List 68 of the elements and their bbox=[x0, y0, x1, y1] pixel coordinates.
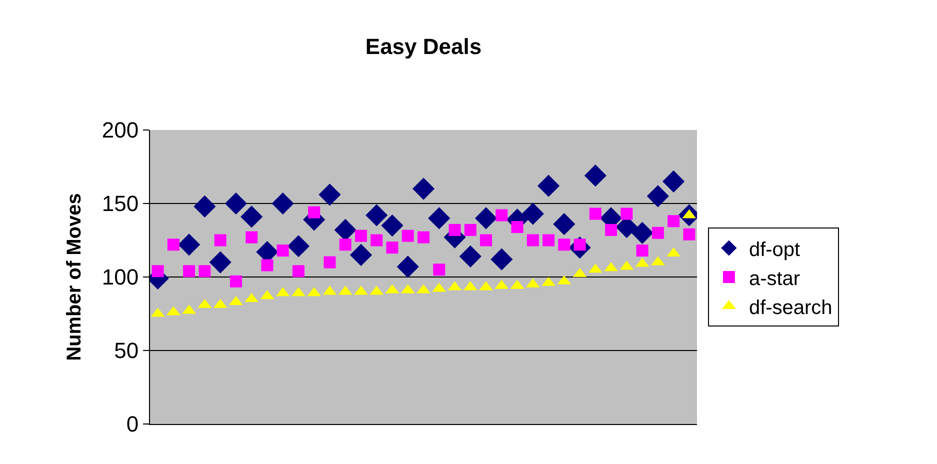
point bbox=[167, 238, 180, 251]
y-tick-label: 50 bbox=[114, 338, 139, 364]
point bbox=[683, 228, 696, 240]
point bbox=[396, 256, 419, 278]
point bbox=[526, 234, 539, 246]
point bbox=[272, 192, 294, 215]
point bbox=[553, 213, 576, 236]
point bbox=[214, 234, 226, 246]
point bbox=[287, 235, 310, 258]
point bbox=[480, 234, 492, 246]
point bbox=[459, 245, 482, 268]
point bbox=[261, 259, 274, 272]
point bbox=[318, 184, 341, 206]
point bbox=[662, 170, 685, 192]
y-tick-label: 200 bbox=[102, 118, 139, 143]
point bbox=[496, 209, 508, 222]
point bbox=[448, 224, 461, 236]
point bbox=[537, 174, 560, 197]
y-tick-label: 150 bbox=[102, 191, 139, 216]
point bbox=[308, 206, 320, 218]
y-axis-title: Number of Moves bbox=[63, 193, 86, 361]
point bbox=[542, 234, 555, 246]
point bbox=[152, 265, 164, 278]
y-tick-label: 0 bbox=[126, 412, 139, 437]
point bbox=[402, 230, 414, 242]
point bbox=[636, 244, 648, 257]
point bbox=[370, 234, 383, 246]
point bbox=[178, 234, 200, 256]
point bbox=[428, 207, 450, 230]
point bbox=[631, 222, 654, 244]
point bbox=[324, 256, 336, 268]
point bbox=[366, 204, 388, 226]
point bbox=[668, 215, 680, 228]
chart-title: Easy Deals bbox=[365, 34, 482, 60]
point bbox=[183, 265, 196, 278]
point bbox=[240, 206, 263, 228]
point bbox=[224, 192, 248, 215]
legend-label: a-star bbox=[748, 268, 800, 290]
point bbox=[339, 238, 352, 251]
point bbox=[209, 251, 232, 274]
point bbox=[490, 248, 513, 270]
point bbox=[350, 244, 372, 266]
point bbox=[646, 185, 669, 208]
point bbox=[292, 265, 304, 278]
point bbox=[354, 230, 367, 242]
y-tick-label: 100 bbox=[102, 264, 139, 290]
point bbox=[522, 202, 544, 225]
point bbox=[276, 244, 289, 257]
point bbox=[198, 265, 211, 278]
point bbox=[558, 238, 570, 251]
point bbox=[464, 224, 476, 236]
point bbox=[194, 195, 216, 218]
point bbox=[381, 214, 404, 237]
legend-label: df-opt bbox=[748, 238, 801, 261]
point bbox=[412, 178, 435, 200]
point bbox=[511, 221, 524, 234]
point bbox=[246, 231, 258, 244]
point bbox=[620, 208, 633, 220]
point bbox=[433, 264, 446, 276]
point bbox=[584, 164, 606, 187]
point bbox=[605, 224, 618, 236]
point bbox=[589, 208, 602, 220]
point bbox=[418, 231, 430, 244]
point bbox=[386, 242, 398, 254]
point bbox=[474, 207, 498, 230]
point bbox=[230, 275, 242, 288]
point bbox=[652, 226, 664, 239]
legend-label: df-search bbox=[748, 296, 832, 319]
